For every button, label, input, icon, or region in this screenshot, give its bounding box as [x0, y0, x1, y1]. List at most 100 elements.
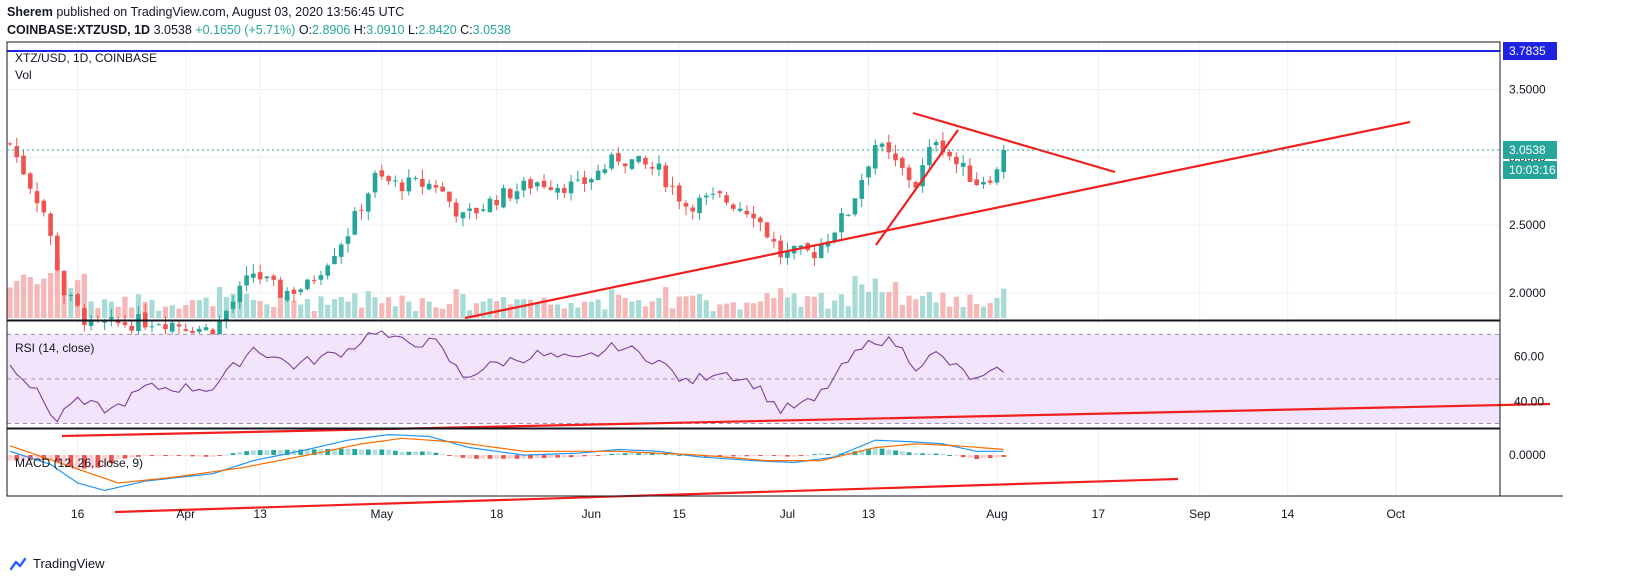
volume-bar: [690, 295, 696, 318]
volume-bar: [20, 274, 27, 318]
candle-body: [785, 250, 790, 258]
macd-histogram-bar: [967, 455, 973, 459]
time-axis-tick: 18: [490, 507, 504, 521]
volume-bar: [967, 294, 973, 318]
candle-body: [616, 153, 621, 162]
last-price-tag: 3.0538: [1509, 143, 1546, 157]
candle-body: [190, 331, 195, 334]
volume-bar: [338, 296, 344, 318]
volume-bar: [683, 296, 689, 318]
macd-histogram-bar: [886, 449, 892, 456]
author-name: Sherem: [7, 5, 53, 19]
volume-bar: [14, 280, 20, 318]
candle-body: [224, 310, 229, 320]
candle-body: [562, 187, 567, 193]
macd-histogram-bar: [237, 451, 243, 456]
volume-bar: [602, 309, 608, 318]
candle-body: [210, 329, 216, 338]
macd-histogram-bar: [250, 450, 256, 456]
pane-frame: [6, 41, 1501, 321]
last-price: 3.0538: [153, 23, 192, 37]
candle-body: [433, 185, 439, 188]
candle-body: [622, 163, 628, 167]
macd-histogram-bar: [345, 448, 351, 456]
candle-body: [954, 156, 959, 165]
macd-histogram-bar: [474, 455, 479, 459]
volume-bar: [311, 311, 317, 318]
volume-bar: [460, 294, 466, 318]
macd-histogram-bar: [933, 453, 939, 456]
volume-bar: [122, 296, 128, 318]
candle-body: [230, 301, 236, 309]
candle-body: [960, 162, 966, 167]
candle-body: [906, 167, 912, 181]
volume-bar: [365, 291, 371, 318]
volume-bar: [527, 299, 534, 318]
ohlc-header: COINBASE:XTZUSD, 1D 3.0538 +0.1650 (+5.7…: [7, 23, 511, 37]
candle-body: [534, 182, 540, 187]
macd-histogram-bar: [1001, 455, 1007, 457]
candle-body: [48, 213, 53, 236]
volume-bar: [277, 286, 283, 318]
candle-body: [859, 179, 865, 199]
candle-body: [514, 191, 520, 200]
candle-body: [420, 178, 425, 187]
volume-bar: [663, 286, 669, 318]
volume-bar: [886, 291, 892, 318]
volume-bar: [717, 304, 723, 318]
macd-histogram-bar: [751, 455, 756, 457]
macd-histogram-bar: [866, 448, 871, 456]
volume-bar: [419, 298, 425, 318]
candle-body: [61, 270, 67, 296]
macd-histogram-bar: [325, 449, 331, 456]
volume-bar: [196, 300, 202, 318]
tradingview-logo[interactable]: TradingView: [7, 556, 105, 571]
time-axis-tick: 13: [862, 507, 876, 521]
macd-histogram-bar: [203, 455, 209, 457]
macd-histogram-bar: [494, 455, 500, 459]
volume-bar: [426, 301, 432, 318]
candle-body: [636, 155, 641, 162]
price-axis-tick: 3.5000: [1509, 82, 1546, 96]
candle-body: [149, 326, 155, 328]
candle-body: [82, 308, 87, 325]
macd-histogram-bar: [480, 455, 486, 459]
volume-bar: [987, 302, 993, 318]
macd-histogram-bar: [879, 448, 885, 456]
rsi-axis-tick: 40.00: [1514, 394, 1544, 408]
time-axis-tick: Jun: [582, 507, 601, 521]
candle-body: [480, 209, 486, 211]
candle-body: [305, 279, 310, 290]
volume-bar: [906, 295, 912, 318]
volume-bar: [467, 310, 473, 318]
macd-histogram-bar: [183, 455, 189, 457]
volume-bar: [791, 293, 797, 318]
candle-body: [595, 170, 601, 180]
high-label: H:: [353, 23, 367, 37]
macd-histogram-bar: [825, 453, 831, 456]
volume-bar: [696, 294, 703, 318]
macd-histogram-bar: [169, 455, 175, 457]
macd-histogram-bar: [419, 451, 425, 456]
macd-histogram-bar: [129, 455, 135, 458]
volume-bar: [764, 293, 770, 318]
macd-histogram-bar: [717, 455, 723, 457]
macd-histogram-bar: [142, 455, 148, 457]
price-axis-tick: 2.0000: [1509, 286, 1546, 300]
candle-body: [55, 235, 60, 271]
volume-bar: [189, 299, 196, 318]
volume-bar: [710, 311, 716, 318]
candle-body: [724, 195, 729, 203]
macd-histogram-bar: [974, 455, 980, 460]
candle-body: [311, 280, 317, 282]
candle-body: [812, 252, 817, 259]
macd-histogram-bar: [656, 453, 662, 456]
volume-bar: [7, 287, 13, 318]
candle-body: [589, 179, 594, 183]
volume-bar: [872, 278, 878, 318]
bar-countdown-tag: 10:03:16: [1509, 163, 1556, 177]
volume-bar: [162, 306, 169, 318]
macd-histogram-bar: [426, 451, 432, 456]
macd-histogram-bar: [764, 455, 770, 457]
